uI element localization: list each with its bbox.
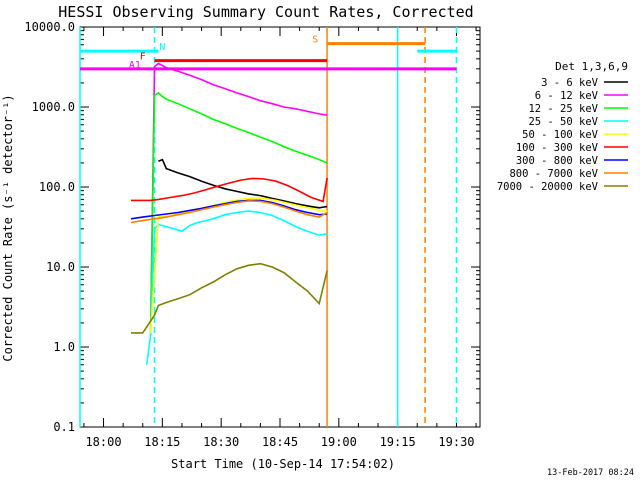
series-line [149, 197, 328, 333]
y-tick-label: 1.0 [53, 340, 75, 354]
legend-entry: 800 - 7000 keV [509, 168, 628, 180]
legend-label: 100 - 300 keV [516, 142, 599, 154]
y-tick-label: 0.1 [53, 420, 75, 434]
legend-entry: 300 - 800 keV [516, 155, 628, 167]
footer-date: 13-Feb-2017 08:24 [547, 468, 634, 478]
legend-entry: 50 - 100 keV [522, 129, 628, 141]
y-axis-label: Corrected Count Rate (s⁻¹ detector⁻¹) [1, 94, 15, 361]
plot-area: 0.1 1.0 10.0 100.0 1000.0 10000.0 18:00 18:15 18… [24, 20, 481, 449]
flag-label: F [140, 52, 146, 63]
series-line [149, 62, 328, 333]
series-line [158, 158, 328, 209]
legend-label: 50 - 100 keV [522, 129, 599, 141]
x-tick-label: 19:15 [380, 435, 416, 449]
y-tick-label: 100.0 [39, 180, 75, 194]
legend-title: Det 1,3,6,9 [555, 60, 628, 73]
legend-entry: 25 - 50 keV [528, 116, 628, 128]
flag-label: A1 [129, 60, 141, 71]
series-line [130, 200, 328, 224]
legend-label: 6 - 12 keV [535, 90, 599, 102]
y-tick-label: 10.0 [46, 260, 75, 274]
series-line [130, 199, 328, 220]
series-line [131, 262, 328, 334]
y-tick-label: 10000.0 [24, 20, 75, 34]
legend-label: 3 - 6 keV [541, 77, 599, 89]
y-tick-label: 1000.0 [32, 100, 75, 114]
legend-label: 800 - 7000 keV [509, 168, 598, 180]
x-tick-label: 18:00 [85, 435, 121, 449]
legend-label: 25 - 50 keV [528, 116, 598, 128]
legend-label: 300 - 800 keV [516, 155, 599, 167]
x-axis-label: Start Time (10-Sep-14 17:54:02) [171, 457, 395, 471]
chart-title: HESSI Observing Summary Count Rates, Cor… [58, 3, 473, 21]
x-tick-label: 19:00 [321, 435, 357, 449]
axes-frame [79, 26, 481, 428]
x-tick-label: 19:30 [438, 435, 474, 449]
legend-entry: 6 - 12 keV [535, 90, 628, 102]
flag-label: S [312, 35, 318, 46]
legend-entry: 3 - 6 keV [541, 77, 628, 89]
x-tick-label: 18:45 [262, 435, 298, 449]
series-line [149, 91, 328, 336]
legend-entry: 7000 - 20000 keV [497, 181, 628, 193]
legend-label: 7000 - 20000 keV [497, 181, 599, 193]
flag-label: N [159, 42, 165, 53]
legend-entry: 12 - 25 keV [528, 103, 628, 115]
legend-label: 12 - 25 keV [528, 103, 598, 115]
legend-entry: 100 - 300 keV [516, 142, 628, 154]
series-line [145, 210, 328, 365]
series-line [131, 177, 328, 203]
x-tick-label: 18:15 [144, 435, 180, 449]
x-tick-label: 18:30 [203, 435, 239, 449]
